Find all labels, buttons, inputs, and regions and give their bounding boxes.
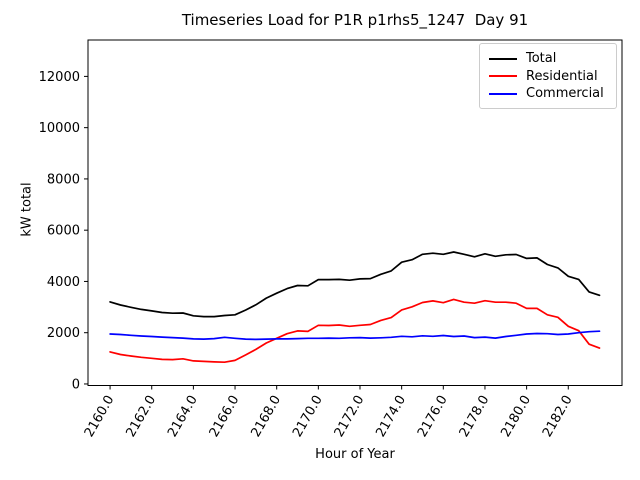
x-tick-label: 2164.0 xyxy=(165,393,201,440)
x-tick-label: 2172.0 xyxy=(332,393,368,440)
y-tick-label: 2000 xyxy=(47,326,80,341)
legend: Total Residential Commercial xyxy=(479,43,617,109)
legend-label-commercial: Commercial xyxy=(526,86,604,101)
series-line-residential xyxy=(109,298,601,364)
x-tick-label: 2170.0 xyxy=(290,393,326,440)
x-tick-label: 2160.0 xyxy=(82,393,118,440)
x-tick-label: 2182.0 xyxy=(540,393,576,440)
legend-item-commercial: Commercial xyxy=(489,85,608,102)
axes-box xyxy=(87,39,623,386)
x-tick-label: 2166.0 xyxy=(207,393,243,440)
x-tick-label: 2168.0 xyxy=(248,393,284,440)
x-tick-label: 2176.0 xyxy=(415,393,451,440)
legend-line-residential-icon xyxy=(489,75,517,77)
y-axis-label: kW total xyxy=(19,182,35,237)
x-tick-label: 2178.0 xyxy=(457,393,493,440)
legend-label-residential: Residential xyxy=(526,68,598,84)
x-tick-label: 2162.0 xyxy=(123,393,159,440)
y-tick-label: 8000 xyxy=(47,172,80,187)
legend-line-total-icon xyxy=(489,57,517,60)
series-line-commercial xyxy=(109,330,601,341)
y-tick-label: 6000 xyxy=(47,224,80,239)
legend-item-total: Total xyxy=(489,50,608,67)
chart-title: Timeseries Load for P1R p1rhs5_1247 Day … xyxy=(181,11,529,29)
x-tick-label: 2174.0 xyxy=(373,393,409,440)
legend-item-residential: Residential xyxy=(489,68,608,85)
y-tick-label: 10000 xyxy=(39,121,80,136)
x-tick-label: 2180.0 xyxy=(498,393,534,440)
legend-line-commercial-icon xyxy=(489,92,517,95)
y-tick-label: 12000 xyxy=(39,70,80,85)
x-axis-label: Hour of Year xyxy=(315,447,395,462)
legend-label-total: Total xyxy=(526,51,557,66)
series-line-total xyxy=(109,251,601,318)
y-tick-label: 4000 xyxy=(47,275,80,290)
y-tick-label: 0 xyxy=(72,377,80,392)
